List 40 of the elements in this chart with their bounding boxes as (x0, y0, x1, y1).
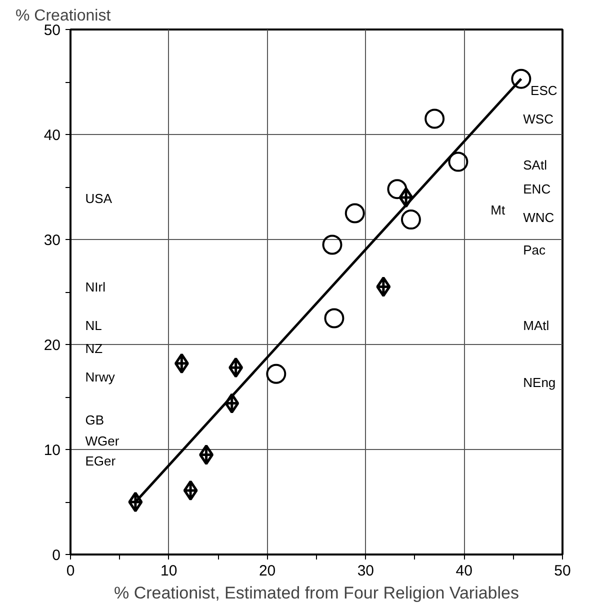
point (400, 210, 421, 230)
point (387, 179, 408, 200)
y-tick-label: 30 (44, 232, 61, 249)
y-tick-label: 0 (52, 547, 60, 564)
annotation: ENC (523, 182, 551, 197)
point (344, 203, 365, 224)
y-tick-label: 40 (44, 127, 61, 144)
x-tick-label: 40 (456, 562, 472, 580)
x-tick-label: 50 (554, 562, 571, 580)
x-tick-label: 0 (66, 562, 75, 580)
x-tick-label: 20 (258, 562, 276, 580)
annotation: WNC (523, 210, 554, 225)
annotation: SAtl (523, 157, 548, 172)
annotation: EGer (85, 454, 116, 469)
y-tick-label: 50 (44, 22, 61, 39)
annotation: MAtl (523, 318, 550, 334)
y-tick-label: 20 (44, 337, 61, 354)
point (511, 68, 532, 89)
annotation: USA (85, 191, 112, 206)
annotation: WSC (523, 111, 554, 126)
annotation: Mt (490, 202, 506, 218)
y-tick-label: 10 (44, 442, 61, 459)
point (448, 152, 468, 172)
annotation: NL (85, 318, 102, 334)
annotation: ESC (530, 82, 558, 98)
x-tick-label: 30 (357, 562, 374, 580)
x-tick-label: 10 (160, 562, 178, 580)
annotation: NIrl (85, 279, 106, 294)
annotation: GB (85, 412, 104, 428)
annotation: Pac (523, 242, 546, 258)
annotation: Nrwy (85, 370, 116, 385)
y-axis-title: % Creationist (16, 8, 112, 24)
point (324, 308, 344, 328)
point (322, 234, 342, 255)
annotation: NZ (85, 341, 103, 356)
annotation: NEng (523, 374, 556, 390)
annotation: WGer (85, 434, 120, 449)
point (266, 364, 286, 384)
point (424, 108, 445, 129)
x-axis-title: % Creationist, Estimated from Four Religion Variables (114, 584, 520, 602)
